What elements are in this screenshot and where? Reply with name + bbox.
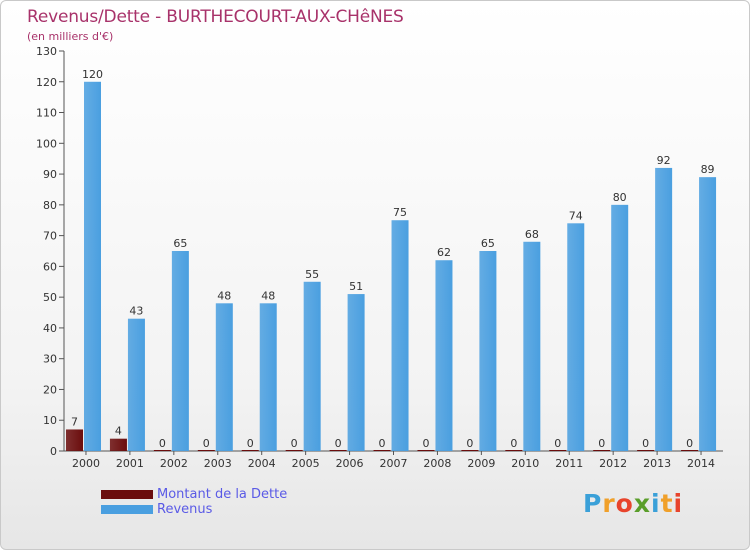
dette-value-label: 0	[466, 437, 473, 450]
x-tick-label: 2004	[248, 457, 276, 470]
revenus-bar	[215, 303, 233, 451]
revenus-bar	[303, 281, 321, 451]
revenus-value-label: 48	[217, 289, 231, 302]
revenus-bar	[347, 294, 365, 451]
revenus-value-label: 120	[82, 68, 103, 81]
logo-letter: P	[583, 489, 603, 518]
dette-value-label: 0	[247, 437, 254, 450]
revenus-bar	[655, 167, 673, 451]
x-tick-label: 2006	[336, 457, 364, 470]
dette-value-label: 0	[159, 437, 166, 450]
logo-letter: i	[651, 489, 661, 518]
logo-letter: i	[673, 489, 684, 518]
revenus-value-label: 51	[349, 280, 363, 293]
x-tick-label: 2007	[380, 457, 408, 470]
legend-swatch-dette	[101, 490, 153, 499]
x-tick-label: 2005	[292, 457, 320, 470]
dette-value-label: 0	[335, 437, 342, 450]
revenus-bar	[567, 223, 585, 451]
revenus-bar	[259, 303, 277, 451]
y-tick-label: 80	[43, 199, 57, 212]
revenus-bar	[611, 204, 629, 451]
revenus-value-label: 92	[657, 154, 671, 167]
dette-value-label: 0	[203, 437, 210, 450]
revenus-value-label: 55	[305, 268, 319, 281]
y-tick-label: 60	[43, 260, 57, 273]
logo-letter: o	[615, 489, 634, 518]
x-tick-label: 2002	[160, 457, 188, 470]
revenus-value-label: 65	[173, 237, 187, 250]
revenus-bar	[84, 81, 101, 452]
chart-subtitle: (en milliers d'€)	[27, 30, 114, 43]
x-tick-label: 2012	[599, 457, 627, 470]
dette-value-label: 0	[510, 437, 517, 450]
logo-letter: r	[602, 489, 616, 518]
x-tick-label: 2013	[643, 457, 671, 470]
revenus-bar	[127, 318, 145, 451]
x-tick-label: 2009	[467, 457, 495, 470]
revenus-value-label: 65	[481, 237, 495, 250]
revenus-bar	[391, 220, 409, 451]
dette-value-label: 0	[642, 437, 649, 450]
dette-value-label: 0	[422, 437, 429, 450]
y-tick-label: 130	[36, 45, 57, 58]
chart-title: Revenus/Dette - BURTHECOURT-AUX-CHêNES	[27, 7, 404, 27]
revenus-bar	[479, 251, 497, 451]
y-tick-label: 40	[43, 322, 57, 335]
revenus-value-label: 74	[569, 209, 583, 222]
revenus-bar	[523, 241, 541, 451]
x-tick-label: 2010	[511, 457, 539, 470]
y-tick-label: 90	[43, 168, 57, 181]
dette-bar	[109, 438, 127, 451]
dette-bar	[66, 429, 83, 451]
y-tick-label: 50	[43, 291, 57, 304]
y-tick-label: 110	[36, 107, 57, 120]
revenus-value-label: 89	[701, 163, 715, 176]
y-tick-label: 20	[43, 383, 57, 396]
y-tick-label: 30	[43, 353, 57, 366]
revenus-value-label: 80	[613, 191, 627, 204]
legend-label-dette: Montant de la Dette	[157, 487, 288, 502]
logo-letter: x	[633, 489, 651, 518]
revenus-bar	[171, 251, 189, 451]
x-tick-label: 2000	[72, 457, 100, 470]
dette-value-label: 0	[379, 437, 386, 450]
dette-value-label: 0	[686, 437, 693, 450]
logo-letter: t	[660, 489, 674, 518]
x-tick-label: 2011	[555, 457, 583, 470]
dette-value-label: 0	[554, 437, 561, 450]
x-tick-label: 2014	[687, 457, 715, 470]
dette-value-label: 7	[71, 415, 78, 428]
y-tick-label: 0	[50, 445, 57, 458]
y-tick-label: 70	[43, 230, 57, 243]
revenus-value-label: 75	[393, 206, 407, 219]
y-tick-label: 120	[36, 76, 57, 89]
proxiti-logo: Proxiti	[583, 489, 683, 518]
y-tick-label: 100	[36, 137, 57, 150]
revenus-bar	[435, 260, 453, 451]
revenus-value-label: 48	[261, 289, 275, 302]
dette-value-label: 4	[115, 425, 122, 438]
dette-value-label: 0	[291, 437, 298, 450]
x-tick-label: 2001	[116, 457, 144, 470]
dette-value-label: 0	[598, 437, 605, 450]
y-tick-label: 10	[43, 414, 57, 427]
revenus-value-label: 43	[129, 305, 143, 318]
revenus-value-label: 62	[437, 246, 451, 259]
x-tick-label: 2003	[204, 457, 232, 470]
legend-swatch-revenus	[101, 505, 153, 514]
revenus-value-label: 68	[525, 228, 539, 241]
x-tick-label: 2008	[423, 457, 451, 470]
revenus-bar	[699, 177, 717, 451]
legend-label-revenus: Revenus	[157, 502, 213, 517]
